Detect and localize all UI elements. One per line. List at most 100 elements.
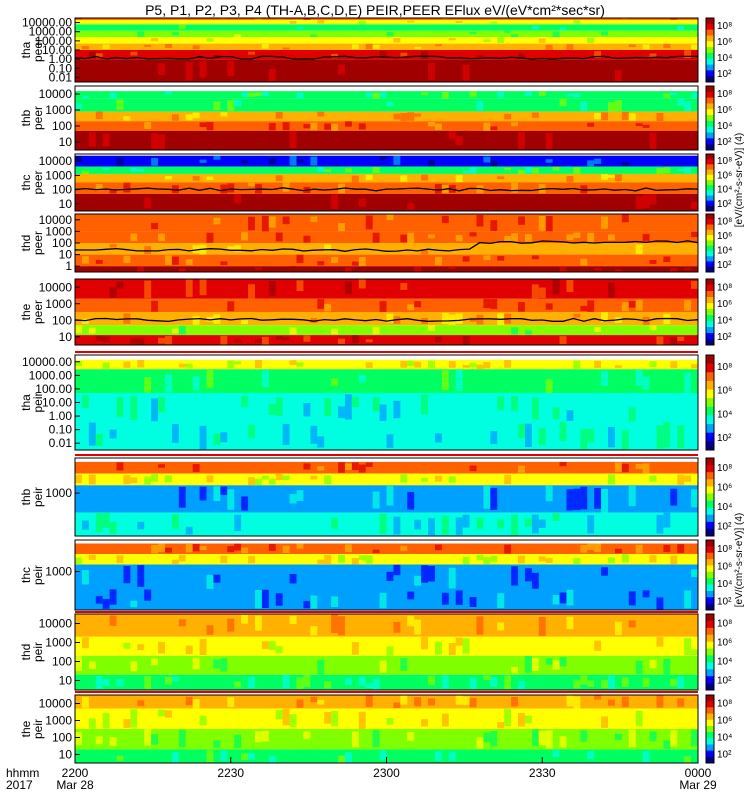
texture-the-peir-28 <box>268 755 276 763</box>
texture-tha-peir-53 <box>441 370 449 391</box>
texture-thb-peir-40 <box>351 462 359 471</box>
texture-thc-peir-87 <box>677 544 685 553</box>
colorbar-tick-tha-peer-0: 10⁸ <box>717 21 732 32</box>
texture-thb-peer-64 <box>518 131 525 150</box>
texture-thb-peer-3 <box>95 111 103 120</box>
texture-thd-peer-59 <box>483 255 491 261</box>
colorbar-seg-tha-peer-1 <box>706 23 714 31</box>
texture-thd-peer-68 <box>545 216 553 232</box>
texture-thb-peer-60 <box>490 126 498 131</box>
texture-thb-peer-72 <box>573 93 581 98</box>
texture-tha-peir-4 <box>102 362 110 369</box>
texture-thc-peer-34 <box>310 156 318 166</box>
texture-thb-peir-71 <box>566 489 574 511</box>
texture-the-peir-85 <box>663 740 671 749</box>
texture-thc-peer-27 <box>261 197 269 209</box>
texture-the-peer-45 <box>386 313 394 323</box>
colorbar-seg-tha-peer-4 <box>706 41 714 48</box>
colorbar-tick-the-peer-0: 10⁸ <box>717 282 732 293</box>
texture-thb-peir-3 <box>95 513 103 532</box>
texture-tha-peer-75 <box>594 51 602 59</box>
texture-thd-peir-68 <box>545 658 553 665</box>
texture-tha-peir-54 <box>448 361 456 368</box>
panel-frame-thc-peir <box>74 539 699 611</box>
texture-thd-peer-5 <box>109 244 117 248</box>
texture-thd-peer-7 <box>123 255 131 264</box>
colorbar-frame-tha-peir <box>705 354 715 451</box>
texture-the-peir-13 <box>164 710 172 718</box>
colorbar-tick-tha-peer-2: 10⁴ <box>717 53 732 64</box>
texture-thc-peir-81 <box>635 544 643 554</box>
texture-the-peir-65 <box>524 715 532 724</box>
colorbar-tick-thd-peer-1: 10⁶ <box>717 231 732 242</box>
texture-thb-peir-62 <box>504 474 512 485</box>
texture-the-peer-73 <box>580 305 588 311</box>
colorbar-seg-the-peer-1 <box>706 285 714 292</box>
y-tick-label-the-peir-0: 10000 <box>39 697 73 711</box>
colorbar-seg-thd-peer-5 <box>706 240 714 247</box>
texture-tha-peer-83 <box>649 53 657 59</box>
texture-thd-peir-71 <box>566 616 574 630</box>
texture-thc-peer-43 <box>372 167 380 174</box>
texture-thc-peir-45 <box>386 571 394 581</box>
texture-thc-peir-28 <box>268 544 276 551</box>
texture-thc-peer-87 <box>677 169 685 172</box>
texture-thc-peer-5 <box>109 189 117 194</box>
texture-thb-peer-68 <box>545 132 553 150</box>
texture-the-peer-25 <box>248 284 255 299</box>
texture-thc-peer-23 <box>234 194 242 204</box>
y-tick-label-the-peir-2: 100 <box>52 731 72 745</box>
texture-tha-peir-82 <box>642 376 650 390</box>
texture-thb-peir-36 <box>324 475 332 485</box>
colorbar-seg-thb-peir-2 <box>706 472 714 480</box>
panel-probe-label-thd-peer: thd <box>19 235 33 252</box>
panel-probe-label-thb-peer: thb <box>19 109 33 126</box>
texture-tha-peer-78 <box>614 70 622 82</box>
trace-line-the-peer <box>74 317 699 323</box>
texture-thd-peer-50 <box>421 249 429 255</box>
texture-thc-peer-30 <box>282 182 290 192</box>
texture-tha-peir-68 <box>545 379 553 393</box>
texture-the-peer-27 <box>261 336 269 345</box>
texture-thc-peer-47 <box>400 175 408 182</box>
texture-thd-peir-64 <box>518 681 525 690</box>
texture-the-peir-21 <box>220 750 228 761</box>
texture-thd-peir-16 <box>185 645 193 655</box>
colorbar-seg-thb-peer-4 <box>706 109 714 116</box>
texture-thd-peir-89 <box>691 649 698 656</box>
texture-tha-peir-11 <box>151 398 159 422</box>
colorbar-tick-thd-peir-2: 10⁴ <box>717 657 732 668</box>
texture-tha-peir-13 <box>164 373 172 393</box>
panel-frame-thc-peer <box>74 153 699 212</box>
texture-the-peir-31 <box>289 714 297 728</box>
texture-thb-peer-2 <box>88 132 96 147</box>
colorbar-seg-thc-peir-8 <box>706 590 714 598</box>
texture-thb-peir-15 <box>178 486 186 508</box>
band-tha-peer-2 <box>75 24 698 31</box>
texture-tha-peir-79 <box>621 430 629 450</box>
texture-thb-peer-0 <box>75 103 82 109</box>
texture-tha-peir-84 <box>656 425 664 449</box>
texture-the-peer-86 <box>670 337 678 345</box>
texture-thc-peer-75 <box>594 158 602 164</box>
texture-tha-peer-43 <box>372 45 380 49</box>
texture-the-peir-12 <box>158 709 165 717</box>
colorbar-seg-thb-peir-5 <box>706 493 714 502</box>
texture-the-peir-86 <box>670 730 678 747</box>
texture-thc-peer-86 <box>670 197 678 208</box>
texture-thd-peir-84 <box>656 637 664 647</box>
texture-the-peer-84 <box>656 336 664 345</box>
colorbar-seg-thd-peir-8 <box>706 669 714 677</box>
texture-thb-peer-46 <box>393 113 401 120</box>
band-thd-peir-3 <box>75 674 698 690</box>
y-tick-label-tha-peer-6: 0.01 <box>49 70 73 84</box>
texture-tha-peir-2 <box>88 422 96 446</box>
texture-thd-peer-25 <box>248 216 255 231</box>
texture-the-peir-53 <box>441 713 449 727</box>
status-bar-0 <box>75 351 698 353</box>
texture-thc-peer-42 <box>365 174 373 181</box>
texture-tha-peir-62 <box>504 360 512 368</box>
texture-thc-peer-9 <box>137 168 145 172</box>
texture-thb-peer-77 <box>608 101 615 112</box>
texture-thc-peer-13 <box>164 176 172 180</box>
